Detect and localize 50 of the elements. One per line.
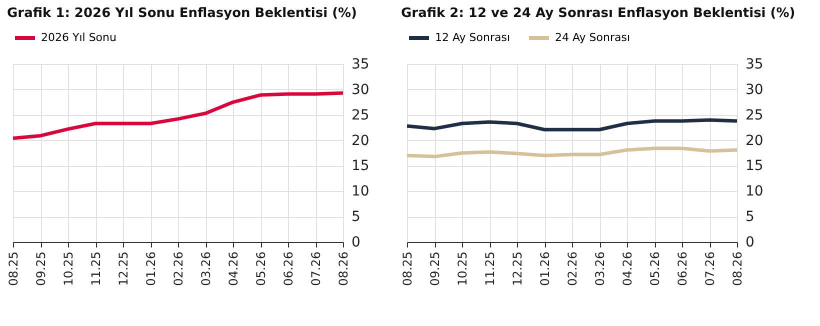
x-tick-label: 08.25: [400, 252, 414, 286]
x-tick-label: 08.26: [730, 252, 744, 286]
line-series: [405, 146, 739, 158]
x-tick-label: 08.25: [6, 252, 20, 286]
x-tick-label: 02.26: [172, 252, 186, 286]
x-tick-label: 08.26: [336, 252, 350, 286]
x-tick-label: 05.26: [648, 252, 662, 286]
y-tick-label: 15: [746, 158, 764, 174]
x-tick-label: 07.26: [309, 252, 323, 286]
y-tick-label: 20: [352, 132, 370, 149]
x-tick-label: 10.25: [62, 252, 76, 286]
x-tick-label: 09.25: [428, 252, 442, 286]
x-tick-label: 05.26: [254, 252, 268, 286]
y-tick-label: 25: [352, 107, 370, 124]
x-tick-label: 03.26: [199, 252, 213, 286]
y-tick-label: 10: [352, 184, 370, 200]
y-tick-label: 15: [352, 158, 370, 174]
x-tick-label: 10.25: [456, 252, 470, 286]
y-tick-label: 25: [746, 107, 764, 124]
x-tick-label: 12.25: [510, 252, 524, 286]
y-tick-label: 30: [746, 82, 764, 98]
x-tick-label: 02.26: [566, 252, 580, 286]
x-tick-label: 04.26: [620, 252, 634, 286]
chart-title: Grafik 1: 2026 Yıl Sonu Enflasyon Beklentisi (%): [7, 6, 357, 21]
x-tick-label: 01.26: [538, 252, 552, 286]
x-tick-label: 11.25: [89, 252, 103, 286]
x-tick-label: 01.26: [144, 252, 158, 286]
y-tick-label: 10: [746, 184, 764, 200]
y-tick-label: 35: [352, 56, 370, 72]
y-tick-label: 5: [746, 209, 754, 226]
x-tick-label: 07.26: [703, 252, 717, 286]
x-tick-label: 06.26: [676, 252, 690, 286]
y-tick-label: 0: [352, 234, 360, 250]
x-tick-label: 09.25: [34, 252, 48, 286]
legend-label: 2026 Yıl Sonu: [41, 31, 116, 44]
y-tick-label: 35: [746, 56, 764, 72]
y-tick-label: 20: [746, 132, 764, 149]
line-series: [11, 91, 345, 140]
y-tick-label: 30: [352, 82, 370, 98]
x-tick-label: 12.25: [116, 252, 130, 286]
x-tick-label: 04.26: [226, 252, 240, 286]
x-tick-label: 11.25: [483, 252, 497, 286]
legend-label: 24 Ay Sonrası: [555, 31, 630, 44]
line-series: [405, 118, 739, 132]
x-tick-label: 03.26: [593, 252, 607, 286]
y-tick-label: 5: [352, 209, 360, 226]
y-tick-label: 0: [746, 234, 754, 250]
chart-title: Grafik 2: 12 ve 24 Ay Sonrası Enflasyon Beklentisi (%): [401, 6, 796, 21]
x-tick-label: 06.26: [282, 252, 296, 286]
legend-label: 12 Ay Sonrası: [435, 31, 510, 44]
